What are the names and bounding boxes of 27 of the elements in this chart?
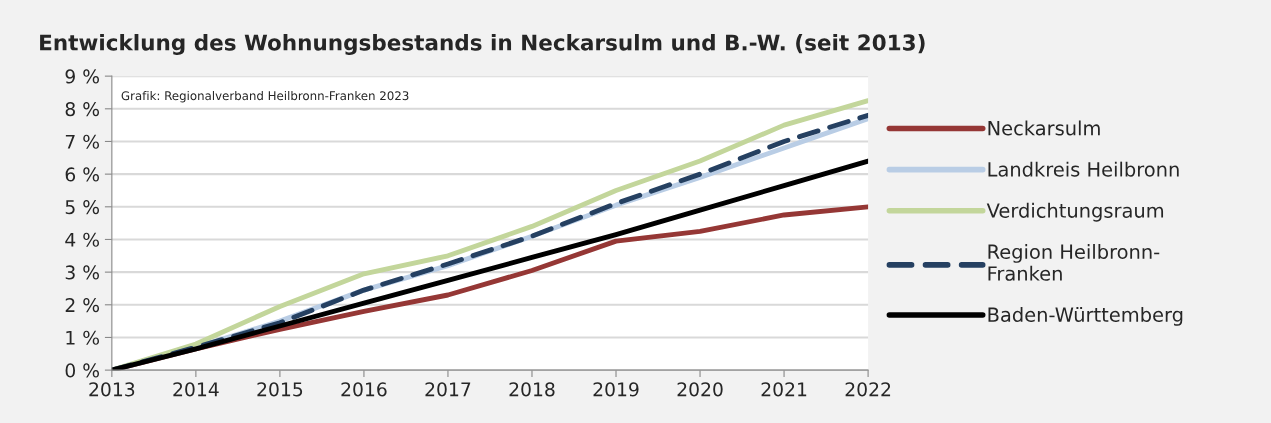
legend-label: Verdichtungsraum	[986, 202, 1164, 222]
x-tick-label: 2016	[341, 382, 387, 397]
y-tick-label: 1 %	[66, 330, 100, 345]
x-tick-label: 2022	[845, 382, 891, 397]
y-tick-label: 6 %	[65, 167, 100, 182]
x-tick-label: 2013	[89, 382, 135, 397]
y-tick-label: 9 %	[65, 69, 100, 84]
y-tick-label: 4 %	[65, 232, 100, 247]
y-tick-label: 5 %	[65, 200, 100, 215]
y-tick-label: 7 %	[65, 134, 100, 149]
x-tick-label: 2020	[677, 382, 723, 397]
y-tick-label: 8 %	[65, 102, 100, 117]
x-tick-label: 2019	[593, 382, 639, 397]
annotation: Grafik: Regionalverband Heilbronn-Franken 2023	[121, 91, 409, 103]
x-tick-label: 2015	[257, 382, 303, 397]
chart-title: Entwicklung des Wohnungsbestands in Neckarsulm und B.-W. (seit 2013)	[40, 33, 925, 55]
legend-label: Region Heilbronn- Franken	[988, 244, 1160, 281]
x-tick-label: 2018	[509, 382, 555, 397]
x-tick-label: 2017	[425, 382, 471, 397]
x-tick-label: 2014	[173, 382, 219, 397]
y-tick-label: 2 %	[65, 298, 100, 313]
legend-label: Landkreis Heilbronn	[988, 161, 1179, 177]
x-tick-label: 2021	[761, 382, 807, 397]
y-tick-label: 3 %	[65, 265, 100, 280]
y-tick-label: 0 %	[65, 363, 100, 378]
legend-label: Baden-Württemberg	[988, 306, 1183, 326]
legend-label: Neckarsulm	[988, 120, 1100, 136]
